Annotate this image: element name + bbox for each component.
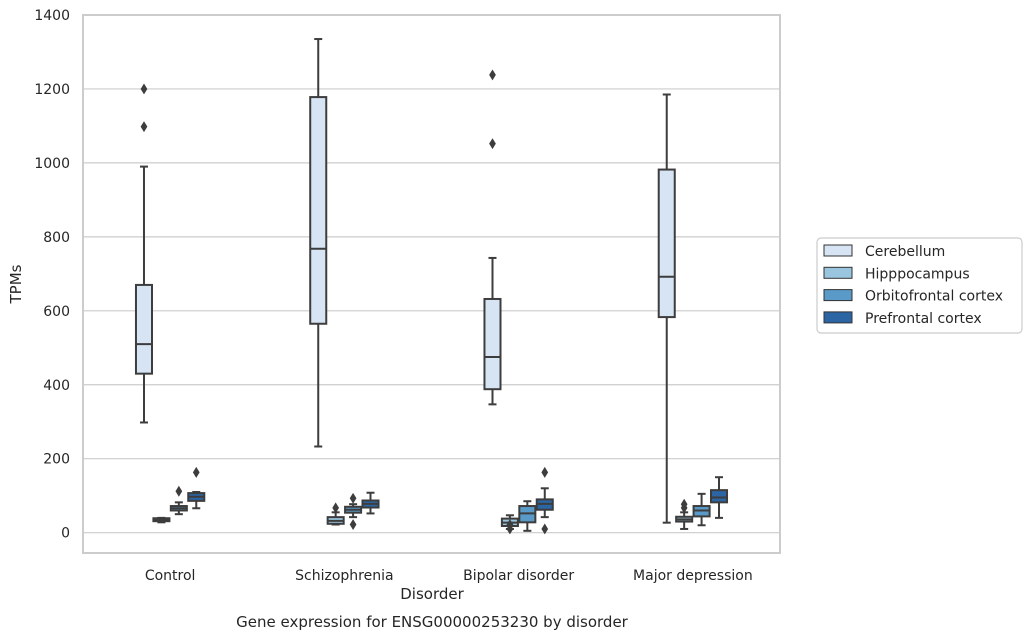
box-body <box>709 489 729 504</box>
box-orbitofrontal-cortex-bipolar-disorder <box>518 500 537 532</box>
box-prefrontal-cortex-schizophrenia <box>361 491 380 515</box>
box-cerebellum-control <box>134 83 154 424</box>
x-tick-label: Schizophrenia <box>295 568 393 584</box>
x-tick-labels: Control Schizophrenia Bipolar disorder Majo… <box>145 568 753 584</box>
outlier-point <box>349 492 357 504</box>
outlier-point <box>140 83 148 95</box>
y-tick-labels: 0 200 400 600 800 1000 1200 1400 <box>34 8 70 542</box>
legend-swatch <box>823 266 853 279</box>
legend: Cerebellum Hipppocampus Orbitofrontal cort… <box>816 237 1023 334</box>
y-tick-label: 800 <box>43 230 70 246</box>
outlier-point <box>680 498 688 510</box>
legend-label: Orbitofrontal cortex <box>865 289 1003 305</box>
outlier-point <box>541 466 549 478</box>
chart-caption: Gene expression for ENSG00000253230 by d… <box>236 613 629 631</box>
y-tick-label: 1000 <box>34 156 70 172</box>
plot-frame <box>82 14 781 554</box>
box-hipppocampus-schizophrenia <box>326 502 345 526</box>
legend-swatch <box>823 244 853 257</box>
box-orbitofrontal-cortex-control <box>169 485 188 516</box>
y-tick-label: 1400 <box>34 8 70 24</box>
x-tick-label: Control <box>145 568 196 584</box>
box-body <box>134 283 154 375</box>
box-orbitofrontal-cortex-major-depression <box>692 492 711 527</box>
box-hipppocampus-control <box>152 516 171 524</box>
box-orbitofrontal-cortex-schizophrenia <box>344 492 363 530</box>
box-body <box>309 96 328 325</box>
legend-swatch <box>823 311 853 324</box>
box-cerebellum-schizophrenia <box>309 38 328 448</box>
legend-label: Cerebellum <box>865 244 945 260</box>
box-body <box>657 168 676 319</box>
box-prefrontal-cortex-control <box>187 466 206 510</box>
box-hipppocampus-bipolar-disorder <box>500 514 519 535</box>
outlier-point <box>332 502 340 514</box>
grid-lines <box>83 14 780 534</box>
x-axis-label: Disorder <box>400 585 464 603</box>
y-axis-label: TPMs <box>7 264 25 304</box>
y-tick-label: 400 <box>43 378 70 394</box>
outlier-point <box>489 69 496 81</box>
outlier-point <box>489 138 496 150</box>
outlier-point <box>349 519 357 530</box>
box-cerebellum-major-depression <box>657 93 676 524</box>
box-body <box>483 297 502 391</box>
y-tick-label: 1200 <box>34 82 70 98</box>
box-cerebellum-bipolar-disorder <box>483 69 502 406</box>
legend-label: Prefrontal cortex <box>865 311 982 327</box>
y-tick-label: 200 <box>43 452 70 468</box>
y-tick-label: 600 <box>43 304 70 320</box>
box-prefrontal-cortex-bipolar-disorder <box>535 466 554 535</box>
box-series <box>134 38 729 535</box>
outlier-point <box>541 523 549 535</box>
legend-frame <box>816 237 1023 334</box>
outlier-point <box>506 519 514 530</box>
outlier-point <box>140 121 148 133</box>
x-tick-label: Bipolar disorder <box>463 568 574 584</box>
y-tick-label: 0 <box>61 526 70 542</box>
legend-label: Hipppocampus <box>865 266 970 282</box>
box-hipppocampus-major-depression <box>675 498 694 530</box>
outlier-point <box>192 466 200 478</box>
box-prefrontal-cortex-major-depression <box>709 476 729 519</box>
outlier-point <box>175 485 183 497</box>
x-tick-label: Major depression <box>633 568 753 584</box>
legend-swatch <box>823 289 853 302</box>
